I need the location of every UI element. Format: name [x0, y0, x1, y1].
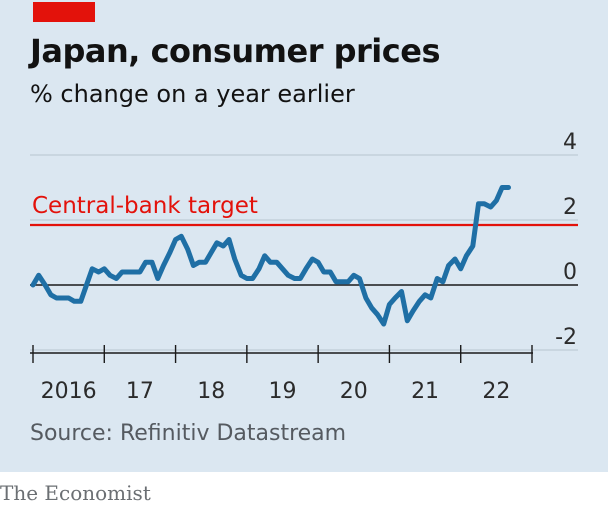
- x-tick-label: 20: [340, 379, 368, 404]
- y-tick-label: 2: [563, 195, 577, 220]
- red-tag-decoration: [33, 2, 95, 22]
- y-tick-label: 0: [563, 260, 577, 285]
- y-tick-label: 4: [563, 130, 577, 155]
- target-label: Central-bank target: [32, 193, 258, 219]
- x-tick-label: 21: [411, 379, 439, 404]
- brand-logo: The Economist: [0, 481, 151, 505]
- x-tick-label: 17: [126, 379, 154, 404]
- x-tick-label: 2016: [41, 379, 97, 404]
- x-tick-label: 18: [197, 379, 225, 404]
- x-tick-label: 19: [269, 379, 297, 404]
- source-note: Source: Refinitiv Datastream: [30, 421, 347, 446]
- chart-title: Japan, consumer prices: [30, 32, 440, 70]
- y-tick-label: -2: [555, 325, 577, 350]
- cpi-series-line: [30, 185, 511, 327]
- chart-subtitle: % change on a year earlier: [30, 80, 355, 108]
- chart-panel: [0, 0, 608, 472]
- x-tick-label: 22: [482, 379, 510, 404]
